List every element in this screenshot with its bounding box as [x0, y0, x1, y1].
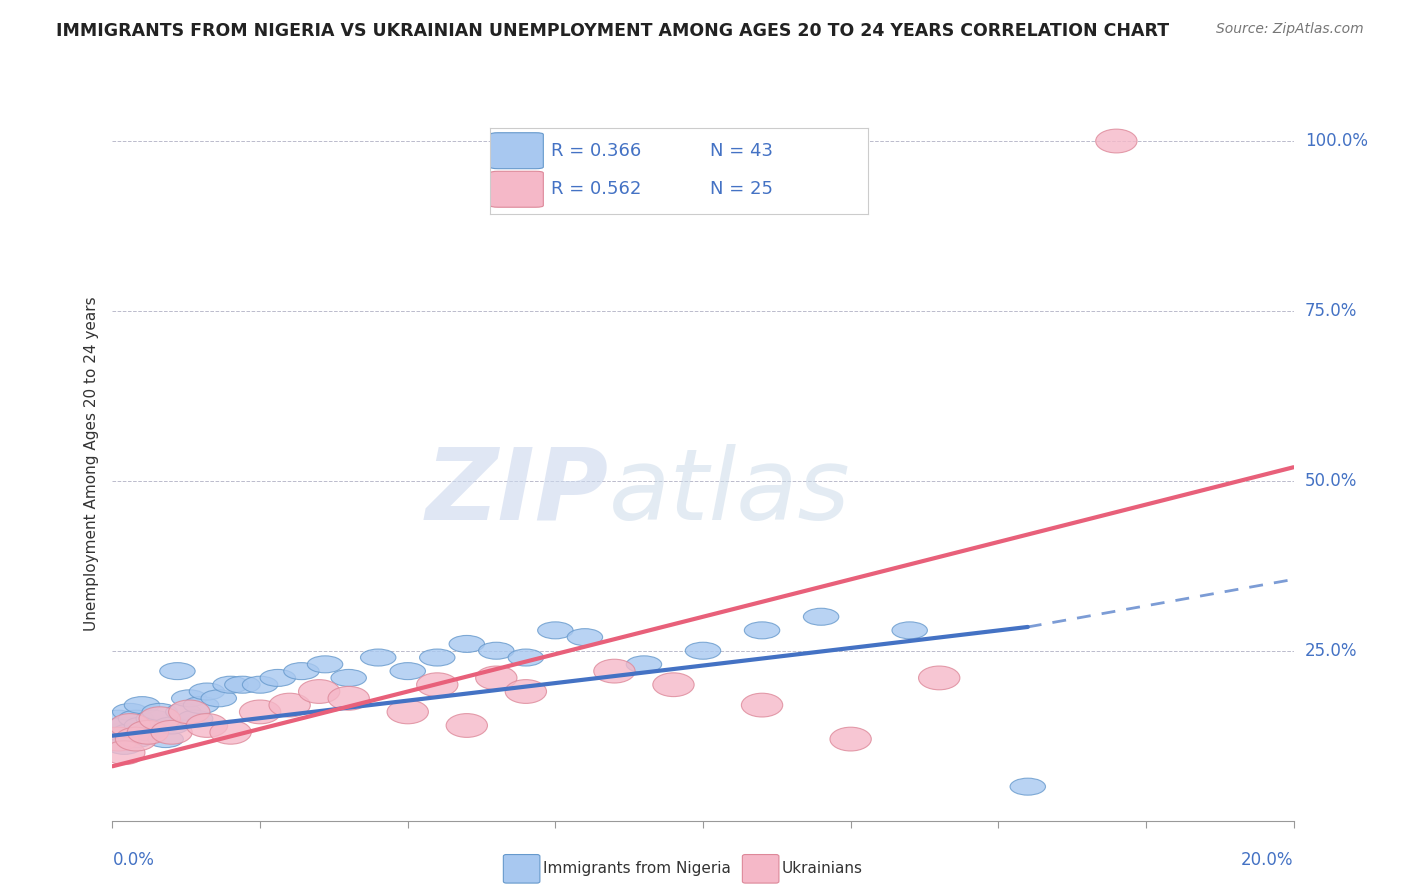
- Ellipse shape: [593, 659, 636, 683]
- Ellipse shape: [112, 704, 148, 721]
- Ellipse shape: [1010, 778, 1046, 795]
- Ellipse shape: [112, 723, 148, 740]
- Ellipse shape: [104, 740, 145, 764]
- Ellipse shape: [891, 622, 928, 639]
- Ellipse shape: [118, 731, 153, 747]
- Ellipse shape: [190, 683, 225, 700]
- Text: 100.0%: 100.0%: [1305, 132, 1368, 150]
- Text: 50.0%: 50.0%: [1305, 472, 1357, 490]
- FancyBboxPatch shape: [491, 171, 543, 207]
- Ellipse shape: [446, 714, 488, 738]
- Ellipse shape: [160, 663, 195, 680]
- FancyBboxPatch shape: [491, 133, 543, 169]
- Text: 25.0%: 25.0%: [1305, 641, 1357, 660]
- Text: IMMIGRANTS FROM NIGERIA VS UKRAINIAN UNEMPLOYMENT AMONG AGES 20 TO 24 YEARS CORR: IMMIGRANTS FROM NIGERIA VS UKRAINIAN UNE…: [56, 22, 1170, 40]
- Ellipse shape: [298, 680, 340, 704]
- Ellipse shape: [212, 676, 249, 693]
- Ellipse shape: [225, 676, 260, 693]
- Ellipse shape: [744, 622, 780, 639]
- Ellipse shape: [652, 673, 695, 697]
- Text: ZIP: ZIP: [426, 444, 609, 541]
- Ellipse shape: [239, 700, 281, 723]
- Ellipse shape: [269, 693, 311, 717]
- Ellipse shape: [330, 669, 367, 687]
- Ellipse shape: [803, 608, 839, 625]
- Text: Source: ZipAtlas.com: Source: ZipAtlas.com: [1216, 22, 1364, 37]
- Ellipse shape: [416, 673, 458, 697]
- Ellipse shape: [360, 649, 396, 666]
- Text: N = 25: N = 25: [710, 180, 773, 198]
- Ellipse shape: [183, 697, 219, 714]
- Text: 0.0%: 0.0%: [112, 851, 155, 869]
- Ellipse shape: [177, 710, 212, 727]
- Ellipse shape: [101, 723, 136, 740]
- Ellipse shape: [741, 693, 783, 717]
- Ellipse shape: [1095, 129, 1137, 153]
- Ellipse shape: [260, 669, 295, 687]
- Ellipse shape: [186, 714, 228, 738]
- Ellipse shape: [284, 663, 319, 680]
- Text: Immigrants from Nigeria: Immigrants from Nigeria: [543, 862, 731, 876]
- Ellipse shape: [115, 727, 157, 751]
- Ellipse shape: [166, 704, 201, 721]
- Ellipse shape: [308, 656, 343, 673]
- Text: atlas: atlas: [609, 444, 851, 541]
- Ellipse shape: [124, 717, 160, 734]
- Ellipse shape: [537, 622, 574, 639]
- Ellipse shape: [918, 666, 960, 690]
- Text: 75.0%: 75.0%: [1305, 301, 1357, 320]
- Ellipse shape: [328, 687, 370, 710]
- Text: Ukrainians: Ukrainians: [782, 862, 863, 876]
- Ellipse shape: [127, 721, 169, 744]
- Ellipse shape: [389, 663, 426, 680]
- Ellipse shape: [242, 676, 278, 693]
- Text: N = 43: N = 43: [710, 142, 773, 160]
- Ellipse shape: [101, 710, 136, 727]
- Ellipse shape: [201, 690, 236, 706]
- Ellipse shape: [505, 680, 547, 704]
- Ellipse shape: [139, 706, 180, 731]
- Ellipse shape: [136, 710, 172, 727]
- Ellipse shape: [124, 697, 160, 714]
- Ellipse shape: [172, 690, 207, 706]
- Ellipse shape: [830, 727, 872, 751]
- Ellipse shape: [478, 642, 515, 659]
- Ellipse shape: [148, 731, 183, 747]
- Ellipse shape: [142, 704, 177, 721]
- Ellipse shape: [449, 635, 485, 652]
- Ellipse shape: [567, 629, 603, 646]
- Ellipse shape: [626, 656, 662, 673]
- Ellipse shape: [110, 714, 150, 738]
- Ellipse shape: [97, 727, 139, 751]
- Ellipse shape: [150, 721, 193, 744]
- Ellipse shape: [118, 710, 153, 727]
- Ellipse shape: [387, 700, 429, 723]
- Ellipse shape: [475, 666, 517, 690]
- Text: R = 0.366: R = 0.366: [551, 142, 641, 160]
- Ellipse shape: [107, 738, 142, 755]
- Ellipse shape: [131, 723, 166, 740]
- Ellipse shape: [508, 649, 544, 666]
- Ellipse shape: [107, 717, 142, 734]
- Text: 20.0%: 20.0%: [1241, 851, 1294, 869]
- Ellipse shape: [153, 717, 190, 734]
- Ellipse shape: [685, 642, 721, 659]
- Ellipse shape: [209, 721, 252, 744]
- Text: R = 0.562: R = 0.562: [551, 180, 641, 198]
- Y-axis label: Unemployment Among Ages 20 to 24 years: Unemployment Among Ages 20 to 24 years: [83, 296, 98, 632]
- Ellipse shape: [169, 700, 209, 723]
- Ellipse shape: [419, 649, 456, 666]
